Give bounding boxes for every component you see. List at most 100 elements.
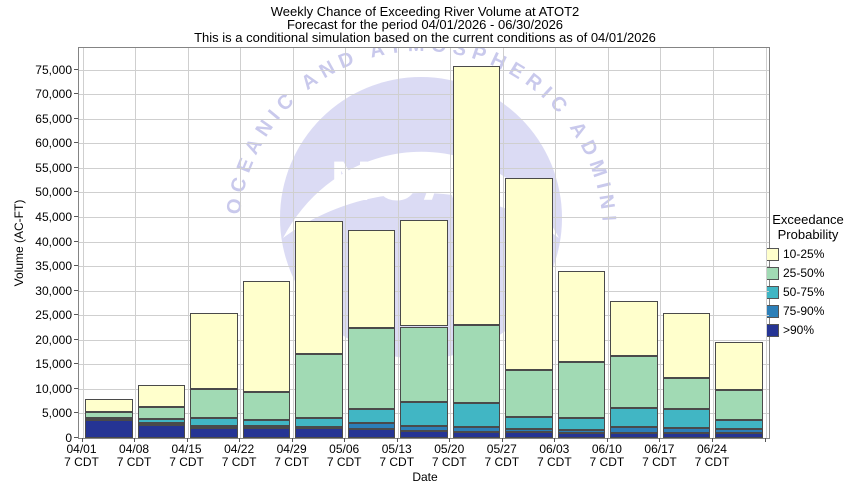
x-tick-label: 05/13 7 CDT — [379, 442, 415, 469]
legend-entry: 25-50% — [766, 266, 850, 280]
bar-segment-75-90% — [452, 427, 501, 432]
bar-05/13 — [400, 48, 448, 438]
legend-entry: >90% — [766, 323, 850, 337]
bar-segment-10-25% — [662, 312, 711, 379]
bar-segment-10-25% — [85, 399, 133, 413]
legend-swatch-icon — [766, 247, 779, 261]
y-tick-mark — [74, 117, 78, 119]
x-tick-label: 06/24 7 CDT — [694, 442, 730, 469]
bar-05/06 — [347, 48, 396, 438]
bar-segment-25-50% — [137, 406, 186, 419]
y-tick-label: 5,000 — [41, 406, 72, 421]
y-tick-label: 70,000 — [35, 87, 72, 102]
x-grid-line — [135, 48, 137, 438]
y-tick-mark — [74, 387, 78, 389]
x-axis-title: Date — [412, 470, 438, 484]
x-tick-label: 04/15 7 CDT — [169, 442, 204, 469]
bar-04/08 — [137, 48, 186, 438]
bar-04/29 — [295, 48, 343, 438]
x-tick-label: 06/10 7 CDT — [589, 442, 625, 469]
x-tick-mark — [554, 438, 556, 442]
x-tick-mark — [239, 438, 241, 442]
x-tick-mark — [291, 438, 293, 442]
bar-segment-50-75% — [662, 409, 711, 429]
y-tick-label: 65,000 — [35, 111, 72, 126]
y-tick-label: 75,000 — [35, 62, 72, 77]
y-tick-mark — [74, 191, 78, 193]
x-tick-mark — [659, 438, 661, 442]
chart-title: Weekly Chance of Exceeding River Volume … — [270, 4, 580, 19]
x-tick-label: 04/22 7 CDT — [221, 442, 257, 469]
legend-entry: 75-90% — [766, 304, 850, 318]
bar-segment-25-50% — [190, 389, 238, 419]
legend-swatch-icon — [766, 323, 779, 337]
bar-segment-25-50% — [610, 356, 658, 409]
y-tick-label: 30,000 — [35, 283, 72, 298]
bar-segment-75-90% — [610, 427, 658, 433]
bar-segment-25-50% — [557, 362, 606, 418]
x-tick-mark — [711, 438, 713, 442]
bar-segment-25-50% — [347, 328, 396, 409]
bar-segment-50-75% — [137, 418, 186, 424]
chart-subtitle: Forecast for the period 04/01/2026 - 06/… — [286, 17, 564, 32]
bar-segment-50-75% — [347, 409, 396, 423]
bar-segment-75-90% — [505, 428, 553, 433]
bar-segment-10-25% — [190, 313, 238, 390]
legend: Exceedance Probability 10-25% 25-50% 50-75… — [766, 212, 850, 337]
bar-05/20 — [452, 48, 501, 438]
bar-segment->90% — [347, 428, 396, 438]
bar-segment-75-90% — [400, 426, 448, 431]
y-tick-label: 20,000 — [35, 332, 72, 347]
bar-segment-25-50% — [505, 369, 553, 417]
bar-segment->90% — [190, 427, 238, 438]
x-grid-line — [660, 48, 662, 438]
bar-segment-75-90% — [557, 429, 606, 434]
bar-segment-50-75% — [557, 417, 606, 430]
bar-segment-25-50% — [452, 325, 501, 404]
bar-segment->90% — [452, 431, 501, 438]
bar-segment-50-75% — [452, 403, 501, 428]
x-tick-label: 06/17 7 CDT — [642, 442, 677, 469]
bar-06/24 — [715, 48, 763, 438]
bar-segment->90% — [85, 419, 133, 438]
y-tick-mark — [74, 338, 78, 340]
x-tick-label: 04/01 7 CDT — [64, 442, 99, 469]
bar-segment-10-25% — [347, 229, 396, 329]
bar-segment-75-90% — [137, 423, 186, 426]
bar-04/15 — [190, 48, 238, 438]
y-tick-label: 10,000 — [35, 381, 72, 396]
y-tick-mark — [74, 93, 78, 95]
x-grid-line — [765, 48, 767, 438]
bar-segment->90% — [295, 428, 343, 438]
bar-segment-25-50% — [242, 391, 291, 420]
x-grid-line — [607, 48, 609, 438]
bar-segment-25-50% — [295, 353, 343, 418]
x-grid-line — [345, 48, 347, 438]
bar-segment-50-75% — [242, 419, 291, 426]
x-grid-line — [82, 48, 84, 438]
bar-segment-10-25% — [557, 270, 606, 363]
legend-label: >90% — [783, 323, 815, 337]
x-tick-mark — [344, 438, 346, 442]
x-tick-label: 05/27 7 CDT — [484, 442, 520, 469]
bar-04/22 — [242, 48, 291, 438]
legend-title-line-2: Probability — [777, 227, 839, 242]
y-tick-mark — [74, 142, 78, 144]
chart-subtitle-2: This is a conditional simulation based o… — [194, 30, 656, 45]
x-tick-label: 06/03 7 CDT — [537, 442, 572, 469]
bar-06/03 — [557, 48, 606, 438]
bar-segment-50-75% — [190, 418, 238, 426]
y-tick-label: 45,000 — [35, 209, 72, 224]
x-tick-mark — [501, 438, 503, 442]
bar-segment-10-25% — [137, 385, 186, 407]
bar-06/10 — [610, 48, 658, 438]
x-grid-line — [397, 48, 399, 438]
bar-06/17 — [662, 48, 711, 438]
y-tick-mark — [74, 437, 78, 438]
x-tick-label: 05/20 7 CDT — [431, 442, 467, 469]
x-tick-mark — [186, 438, 188, 442]
bar-segment-10-25% — [242, 281, 291, 392]
bar-segment-75-90% — [662, 428, 711, 434]
bar-04/01 — [85, 48, 133, 438]
